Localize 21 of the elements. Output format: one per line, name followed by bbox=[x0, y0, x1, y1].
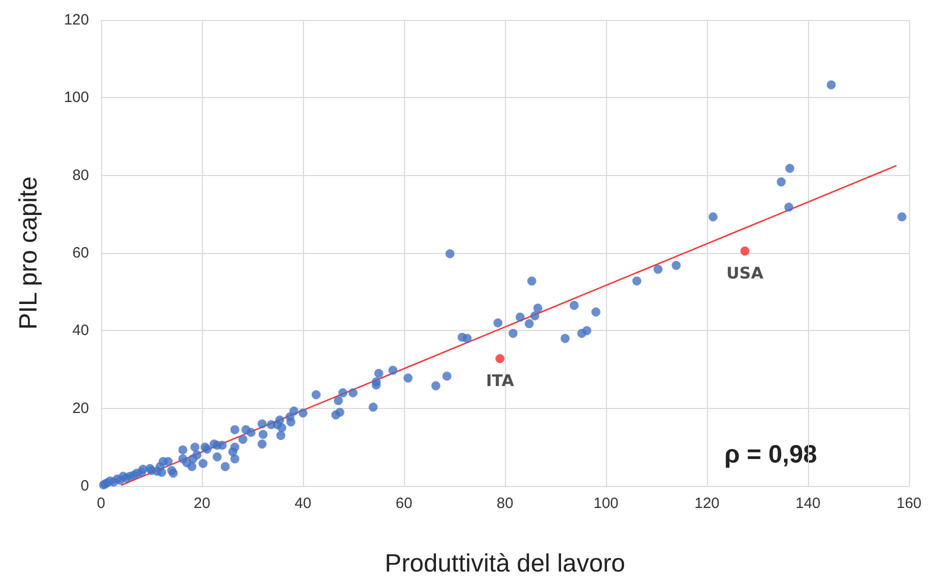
x-tick-label: 140 bbox=[795, 495, 821, 512]
annotation: ITA bbox=[486, 371, 515, 390]
x-tick-label: 120 bbox=[694, 495, 720, 512]
x-tick-label: 20 bbox=[194, 495, 210, 512]
x-axis-title: Produttività del lavoro bbox=[384, 550, 626, 578]
y-axis-title: PIL pro capite bbox=[14, 176, 42, 330]
x-tick-label: 100 bbox=[593, 495, 619, 512]
annotation: ρ = 0,98 bbox=[724, 440, 818, 468]
y-tick-label: 0 bbox=[80, 478, 89, 494]
y-tick-label: 20 bbox=[72, 400, 89, 417]
x-tick-label: 0 bbox=[96, 495, 106, 512]
y-tick-label: 120 bbox=[64, 12, 89, 28]
y-tick-label: 40 bbox=[72, 322, 89, 340]
x-tick-label: 40 bbox=[294, 495, 312, 512]
x-tick-label: 80 bbox=[496, 495, 514, 512]
y-tick-label: 100 bbox=[64, 89, 89, 106]
y-tick-label: 80 bbox=[72, 166, 89, 184]
annotation: USA bbox=[726, 264, 764, 283]
x-tick-label: 60 bbox=[396, 495, 412, 512]
x-tick-label: 160 bbox=[896, 495, 922, 512]
y-tick-label: 60 bbox=[72, 244, 89, 262]
